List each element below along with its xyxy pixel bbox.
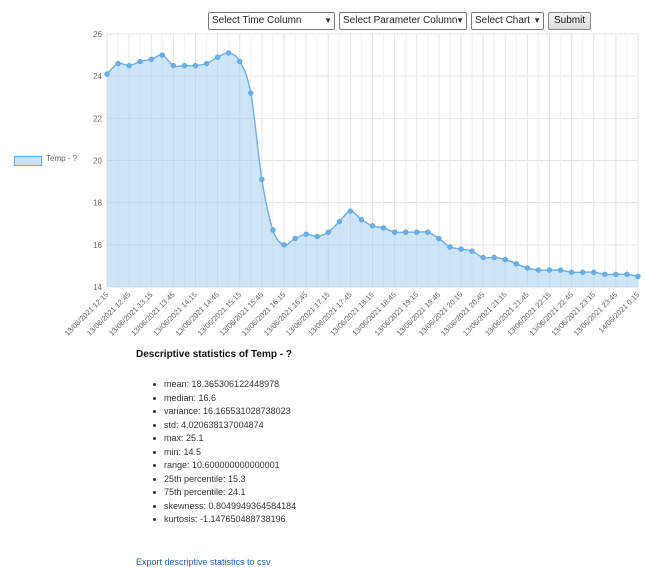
temperature-area-chart: 14 16 18 20 22 24 26 13/06/2021 12:1513/06/202…	[63, 30, 642, 338]
data-point	[535, 267, 542, 273]
y-tick-label: 14	[93, 283, 102, 292]
data-point	[436, 235, 442, 242]
y-axis-ticks: 14 16 18 20 22 24 26	[93, 30, 102, 292]
data-point	[380, 225, 387, 231]
chart-plot	[104, 50, 641, 287]
data-point	[115, 60, 121, 67]
data-point	[325, 229, 331, 235]
legend-swatch[interactable]	[14, 156, 42, 166]
data-point	[369, 223, 376, 229]
stat-range: range: 10.600000000000001	[150, 459, 296, 473]
stat-min: min: 14.5	[150, 446, 296, 460]
parameter-column-select[interactable]: Select Parameter Column ▼	[339, 12, 467, 30]
data-point	[148, 56, 154, 62]
chevron-down-icon: ▼	[324, 16, 332, 25]
data-point	[137, 58, 143, 65]
data-point	[635, 273, 641, 280]
data-point	[281, 242, 287, 248]
legend-label[interactable]: Temp - ?	[46, 154, 78, 163]
stat-median: median: 16.6	[150, 392, 296, 406]
data-point	[414, 229, 420, 235]
stat-max: max: 25.1	[150, 432, 296, 446]
data-point	[159, 52, 166, 58]
data-point	[347, 208, 354, 214]
data-point	[502, 256, 508, 263]
stat-variance: variance: 16.165531028738023	[150, 405, 296, 419]
data-point	[513, 261, 520, 267]
x-tick-label: 14/06/2021 0:15	[597, 290, 642, 335]
data-point	[591, 269, 597, 275]
stat-skewness: skewness: 0.8049949364584184	[150, 500, 296, 514]
chevron-down-icon: ▼	[533, 16, 541, 25]
data-point	[104, 71, 110, 77]
stat-std: std: 4.020638137004874	[150, 419, 296, 433]
data-point	[546, 267, 553, 273]
stat-mean: mean: 18.365306122448978	[150, 378, 296, 392]
y-tick-label: 24	[93, 72, 102, 81]
data-point	[336, 218, 343, 225]
stats-heading: Descriptive statistics of Temp - ?	[136, 349, 292, 360]
chart-type-select[interactable]: Select Chart ▼	[471, 12, 544, 30]
data-point	[624, 271, 630, 278]
data-point	[237, 58, 243, 65]
data-point	[491, 254, 497, 261]
data-point	[292, 235, 298, 242]
time-column-select[interactable]: Select Time Column ▼	[208, 12, 335, 30]
data-point	[425, 229, 431, 235]
data-point	[391, 229, 398, 235]
y-tick-label: 16	[93, 241, 102, 250]
data-point	[192, 62, 199, 69]
data-point	[170, 62, 177, 69]
data-point	[480, 254, 486, 261]
stat-75th-percentile: 75th percentile: 24.1	[150, 486, 296, 500]
data-point	[303, 231, 309, 237]
data-point	[602, 271, 608, 278]
chart-type-select-value: Select Chart	[475, 15, 531, 26]
y-tick-label: 18	[93, 199, 102, 208]
time-column-select-value: Select Time Column	[212, 15, 302, 26]
data-point	[557, 267, 564, 273]
data-point	[225, 50, 232, 56]
data-point	[469, 248, 475, 254]
stat-25th-percentile: 25th percentile: 15.3	[150, 473, 296, 487]
chart-controls: Select Time Column ▼ Select Parameter Co…	[208, 12, 592, 30]
data-point	[248, 90, 254, 96]
data-point	[181, 62, 188, 69]
y-tick-label: 26	[93, 30, 102, 39]
data-point	[358, 216, 365, 223]
stat-kurtosis: kurtosis: -1.147650488738196	[150, 513, 296, 527]
data-point	[214, 54, 221, 60]
series-area	[107, 52, 638, 287]
data-point	[259, 176, 265, 183]
export-csv-link[interactable]: Export descriptive statistics to csv	[136, 557, 271, 567]
chevron-down-icon: ▼	[456, 16, 464, 25]
data-point	[447, 244, 453, 250]
stats-list: mean: 18.365306122448978 median: 16.6 va…	[150, 378, 296, 527]
data-point	[270, 227, 276, 233]
y-tick-label: 22	[93, 114, 102, 123]
data-point	[126, 62, 132, 69]
data-point	[458, 246, 464, 252]
submit-button[interactable]: Submit	[548, 12, 592, 30]
data-point	[613, 271, 619, 278]
y-tick-label: 20	[93, 157, 102, 166]
data-point	[524, 265, 531, 271]
data-point	[568, 269, 575, 275]
data-point	[314, 233, 320, 240]
parameter-column-select-value: Select Parameter Column	[343, 15, 458, 26]
data-point	[203, 60, 210, 67]
data-point	[579, 269, 586, 275]
data-point	[402, 229, 409, 235]
